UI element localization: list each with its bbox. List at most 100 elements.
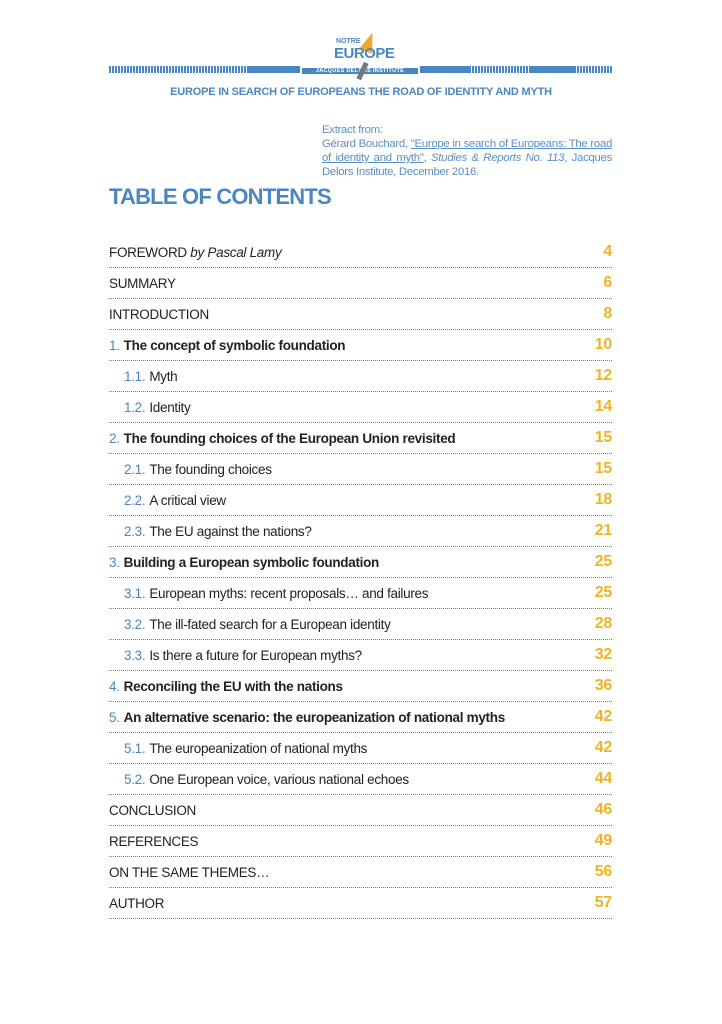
- toc-entry-title: FOREWORD: [109, 244, 191, 260]
- toc-entry-title: SUMMARY: [109, 275, 176, 291]
- extract-link[interactable]: "Europe in search of Europeans: The road…: [322, 138, 613, 164]
- toc-entry-number: 5.1.: [124, 740, 146, 756]
- toc-entry-title: A critical view: [149, 492, 226, 508]
- toc-entry[interactable]: 2. The founding choices of the European U…: [109, 423, 612, 454]
- toc-entry[interactable]: 4. Reconciling the EU with the nations 36: [109, 671, 612, 702]
- toc-entry-title: Reconciling the EU with the nations: [123, 678, 343, 694]
- toc-entry-page: 36: [594, 677, 613, 694]
- toc-entry-page: 44: [594, 770, 613, 787]
- toc-entry-title: European myths: recent proposals… and fa…: [149, 585, 429, 601]
- toc-entry-page: 25: [594, 584, 613, 601]
- toc-entry[interactable]: INTRODUCTION 8: [109, 299, 612, 330]
- toc-entry-number: 3.2.: [124, 616, 146, 632]
- toc-entry-page: 15: [594, 429, 613, 446]
- toc-entry-page: 14: [594, 398, 613, 415]
- toc-entry[interactable]: 1. The concept of symbolic foundation 10: [109, 330, 612, 361]
- toc-entry-page: 25: [594, 553, 613, 570]
- toc-entry[interactable]: SUMMARY 6: [109, 268, 612, 299]
- toc-entry-title: ON THE SAME THEMES…: [109, 864, 270, 880]
- toc-entry-label: CONCLUSION: [109, 803, 196, 818]
- extract-intro: Extract from:: [322, 124, 383, 136]
- toc-entry[interactable]: 5.2. One European voice, various national…: [109, 764, 612, 795]
- toc-entry-label: 5.2. One European voice, various national…: [124, 772, 409, 787]
- toc-entry-number: 1.: [109, 337, 120, 353]
- toc-entry-label: 3. Building a European symbolic foundatio…: [109, 555, 379, 570]
- toc-entry-label: 2.3. The EU against the nations?: [124, 524, 312, 539]
- toc-entry[interactable]: AUTHOR 57: [109, 888, 612, 919]
- toc-entry-title: REFERENCES: [109, 833, 199, 849]
- logo-line2: EUROPE: [334, 45, 395, 62]
- toc-entry-label: 1. The concept of symbolic foundation: [109, 337, 346, 353]
- toc-entry[interactable]: CONCLUSION 46: [109, 795, 612, 826]
- toc-entry-byline: by Pascal Lamy: [190, 244, 282, 260]
- notre-europe-logo: NOTRE EUROPE JACQUES DELORS INSTITUTE: [300, 28, 420, 81]
- toc-entry[interactable]: 2.2. A critical view 18: [109, 485, 612, 516]
- toc-entry-page: 42: [594, 708, 613, 725]
- toc-entry-page: 56: [594, 863, 613, 880]
- toc-entry-title: CONCLUSION: [109, 802, 197, 818]
- toc-entry[interactable]: FOREWORD by Pascal Lamy 4: [109, 237, 612, 268]
- toc-entry[interactable]: 3. Building a European symbolic foundatio…: [109, 547, 612, 578]
- toc-entry-page: 10: [594, 336, 613, 353]
- toc-entry[interactable]: 1.1. Myth 12: [109, 361, 612, 392]
- toc-entry[interactable]: 5.1. The europeanization of national myth…: [109, 733, 612, 764]
- toc-entry-label: 2.1. The founding choices: [124, 462, 272, 477]
- toc-entry[interactable]: 5. An alternative scenario: the europeani…: [109, 702, 612, 733]
- toc-entry[interactable]: 2.1. The founding choices 15: [109, 454, 612, 485]
- toc-entry-number: 2.: [109, 430, 120, 446]
- toc-entry-page: 21: [594, 522, 613, 539]
- toc-entry-number: 2.3.: [124, 523, 146, 539]
- toc-entry-label: REFERENCES: [109, 833, 199, 849]
- toc-entry[interactable]: 3.3. Is there a future for European myths…: [109, 640, 612, 671]
- toc-entry-label: ON THE SAME THEMES…: [109, 864, 270, 880]
- toc-entry-title: Building a European symbolic foundation: [123, 554, 380, 570]
- toc-entry-title: Myth: [149, 368, 178, 384]
- toc-entry[interactable]: 3.1. European myths: recent proposals… an…: [109, 578, 612, 609]
- toc-entry-number: 1.2.: [124, 399, 146, 415]
- toc-entry[interactable]: 1.2. Identity 14: [109, 392, 612, 423]
- toc-entry-label: FOREWORD by Pascal Lamy: [109, 244, 282, 260]
- toc-entry-label: 2.2. A critical view: [124, 493, 226, 508]
- toc-entry-label: SUMMARY: [109, 276, 176, 291]
- extract-citation: Extract from: Gérard Bouchard, "Europe i…: [322, 123, 612, 179]
- toc-entry-number: 4.: [109, 678, 120, 694]
- table-of-contents: FOREWORD by Pascal Lamy 4 SUMMARY 6 INTRODUC…: [109, 237, 612, 919]
- toc-entry-title: One European voice, various national ech…: [149, 771, 409, 787]
- toc-entry[interactable]: ON THE SAME THEMES… 56: [109, 857, 612, 888]
- toc-entry-title: Is there a future for European myths?: [149, 647, 362, 663]
- toc-entry-label: 2. The founding choices of the European U…: [109, 430, 456, 446]
- toc-entry-number: 2.1.: [124, 461, 146, 477]
- toc-entry-label: 1.1. Myth: [124, 368, 178, 384]
- toc-entry-label: INTRODUCTION: [109, 307, 209, 322]
- toc-entry-title: An alternative scenario: the europeaniza…: [123, 709, 506, 725]
- toc-entry-page: 12: [594, 367, 613, 384]
- toc-entry-title: Identity: [149, 399, 191, 415]
- toc-entry[interactable]: 3.2. The ill-fated search for a European …: [109, 609, 612, 640]
- toc-entry-page: 6: [603, 274, 612, 291]
- logo-line1: NOTRE: [336, 38, 361, 45]
- toc-entry-label: 3.1. European myths: recent proposals… an…: [124, 586, 428, 601]
- toc-entry-label: 3.3. Is there a future for European myths…: [124, 648, 362, 663]
- toc-entry-number: 3.: [109, 554, 120, 570]
- document-subtitle: EUROPE IN SEARCH OF EUROPEANS THE ROAD O…: [170, 86, 552, 98]
- toc-entry-label: 1.2. Identity: [124, 399, 191, 415]
- extract-sep: ,: [423, 152, 431, 164]
- toc-entry-number: 3.3.: [124, 647, 146, 663]
- toc-entry-title: The EU against the nations?: [149, 523, 312, 539]
- toc-entry-title: The founding choices: [149, 461, 272, 477]
- toc-entry-number: 3.1.: [124, 585, 146, 601]
- extract-rest: , Jacques Delors Institute, December 201…: [322, 152, 612, 178]
- toc-entry-page: 57: [594, 894, 613, 911]
- toc-entry-page: 42: [594, 739, 613, 756]
- toc-entry-title: The concept of symbolic foundation: [123, 337, 346, 353]
- toc-entry-title: The founding choices of the European Uni…: [123, 430, 456, 446]
- extract-author: Gérard Bouchard,: [322, 138, 411, 150]
- toc-entry-label: 5. An alternative scenario: the europeani…: [109, 710, 505, 725]
- toc-entry[interactable]: REFERENCES 49: [109, 826, 612, 857]
- toc-entry-page: 8: [603, 305, 612, 322]
- toc-entry-title: The ill-fated search for a European iden…: [149, 616, 391, 632]
- toc-title: TABLE OF CONTENTS: [109, 184, 332, 209]
- toc-entry[interactable]: 2.3. The EU against the nations? 21: [109, 516, 612, 547]
- toc-entry-page: 15: [594, 460, 613, 477]
- toc-entry-title: AUTHOR: [109, 895, 165, 911]
